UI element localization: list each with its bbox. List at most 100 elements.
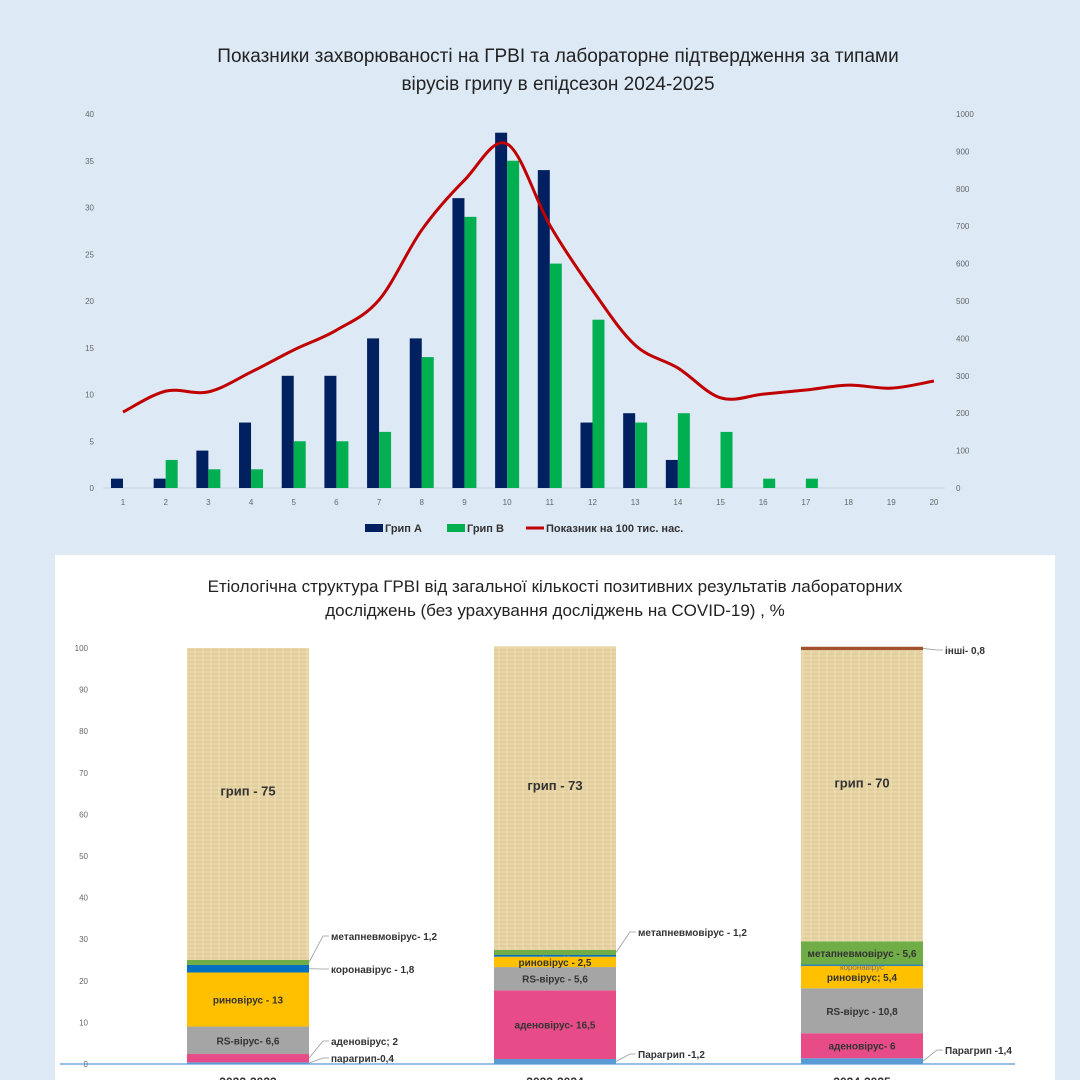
stack-segment-corona bbox=[801, 964, 923, 966]
bar-flu-b bbox=[336, 441, 349, 488]
leader-line bbox=[922, 1049, 943, 1062]
x-tick-label: 17 bbox=[801, 498, 810, 507]
leader-line bbox=[308, 935, 329, 963]
bar-flu-a bbox=[367, 338, 380, 488]
stack-segment-rhino bbox=[801, 965, 923, 989]
segment-label: грип - 70 bbox=[834, 775, 889, 790]
segment-label: грип - 75 bbox=[220, 784, 275, 799]
y-tick-label: 20 bbox=[79, 977, 88, 986]
segment-label: аденовірус- 16,5 bbox=[515, 1021, 596, 1032]
bar-flu-a bbox=[324, 375, 337, 488]
y-tick-label: 30 bbox=[85, 204, 94, 213]
y-tick-label: 60 bbox=[79, 810, 88, 819]
y2-tick-label: 100 bbox=[956, 447, 970, 456]
x-tick-label: 19 bbox=[887, 498, 896, 507]
bar-flu-a bbox=[409, 338, 422, 488]
leader-line bbox=[615, 1053, 636, 1062]
stack-segment-flu bbox=[187, 648, 309, 960]
legend-swatch bbox=[365, 524, 383, 532]
x-tick-label: 8 bbox=[420, 498, 425, 507]
y-tick-label: 30 bbox=[79, 935, 88, 944]
y-tick-label: 100 bbox=[75, 644, 89, 653]
segment-label: коронавірус - 1,8 bbox=[331, 965, 415, 976]
chart1-title-line2: вірусів грипу в епідсезон 2024-2025 bbox=[401, 74, 714, 95]
chart1-title-line1: Показники захворюваності на ГРВІ та лабо… bbox=[217, 46, 898, 67]
segment-label: RS-вірус - 5,6 bbox=[522, 975, 588, 986]
stack-segment-rhino bbox=[494, 956, 616, 968]
segment-label: аденовірус- 6 bbox=[828, 1042, 896, 1053]
segment-label: риновірус; 5,4 bbox=[827, 973, 898, 984]
bar-flu-a bbox=[239, 422, 252, 488]
stack-segment-other bbox=[801, 646, 923, 651]
stack-segment-paraflu bbox=[187, 1062, 309, 1064]
chart2-title-line2: досліджень (без урахування досліджень на… bbox=[325, 601, 785, 620]
y2-tick-label: 600 bbox=[956, 260, 970, 269]
y-tick-label: 0 bbox=[90, 484, 95, 493]
segment-label: метапневмовірус - 5,6 bbox=[808, 949, 917, 960]
segment-label: RS-вірус- 6,6 bbox=[216, 1036, 279, 1047]
segment-label: коронавірус bbox=[840, 963, 884, 972]
stack-segment-metapneumo bbox=[187, 960, 309, 965]
x-tick-label: 9 bbox=[462, 498, 467, 507]
x-tick-label: 20 bbox=[929, 498, 938, 507]
x-tick-label: 16 bbox=[759, 498, 768, 507]
segment-label: інші- 0,8 bbox=[945, 646, 985, 657]
x-tick-label: 5 bbox=[291, 498, 296, 507]
segment-label: парагрип-0,4 bbox=[331, 1054, 394, 1065]
x-tick-label: 2023-2024 bbox=[526, 1075, 584, 1080]
bar-flu-a bbox=[665, 459, 678, 488]
y-tick-label: 50 bbox=[79, 852, 88, 861]
stack-segment-adeno bbox=[801, 1033, 923, 1059]
segment-label: Парагрип -1,2 bbox=[638, 1050, 705, 1061]
stack-segment-metapneumo bbox=[494, 950, 616, 956]
y2-tick-label: 700 bbox=[956, 222, 970, 231]
bar-flu-b bbox=[507, 160, 520, 488]
bar-flu-b bbox=[251, 469, 264, 488]
bar-flu-a bbox=[580, 422, 593, 488]
x-tick-label: 18 bbox=[844, 498, 853, 507]
bar-flu-a bbox=[153, 478, 166, 488]
leader-line bbox=[615, 931, 636, 953]
bar-flu-b bbox=[165, 459, 178, 488]
stack-segment-flu bbox=[494, 646, 616, 951]
y2-tick-label: 300 bbox=[956, 372, 970, 381]
bar-flu-b bbox=[720, 431, 733, 488]
stack-segment-rsv bbox=[187, 1026, 309, 1055]
bar-flu-b bbox=[464, 216, 477, 488]
segment-label: метапневмовірус - 1,2 bbox=[638, 928, 747, 939]
segment-label: Парагрип -1,4 bbox=[945, 1046, 1012, 1057]
y2-tick-label: 800 bbox=[956, 185, 970, 194]
x-tick-label: 7 bbox=[377, 498, 382, 507]
x-tick-label: 6 bbox=[334, 498, 339, 507]
y2-tick-label: 200 bbox=[956, 409, 970, 418]
stack-segment-rsv bbox=[494, 967, 616, 991]
x-tick-label: 15 bbox=[716, 498, 725, 507]
stack-segment-adeno bbox=[494, 990, 616, 1060]
y2-tick-label: 900 bbox=[956, 147, 970, 156]
x-tick-label: 1 bbox=[121, 498, 126, 507]
bar-flu-b bbox=[549, 263, 562, 488]
stack-segment-metapneumo bbox=[801, 941, 923, 965]
bar-flu-b bbox=[592, 319, 605, 488]
y2-tick-label: 400 bbox=[956, 334, 970, 343]
incidence-line bbox=[122, 141, 935, 414]
stack-segment-adeno bbox=[187, 1054, 309, 1063]
y-tick-label: 20 bbox=[85, 297, 94, 306]
bar-flu-b bbox=[421, 357, 434, 488]
bar-flu-a bbox=[623, 413, 636, 488]
bar-flu-a bbox=[452, 198, 465, 488]
bar-flu-a bbox=[495, 132, 508, 488]
stack-segment-paraflu bbox=[801, 1058, 923, 1064]
y-tick-label: 10 bbox=[79, 1018, 88, 1027]
y-tick-label: 5 bbox=[90, 437, 95, 446]
y-tick-label: 40 bbox=[79, 894, 88, 903]
bar-flu-b bbox=[763, 478, 776, 488]
bar-flu-a bbox=[537, 170, 550, 488]
segment-label: метапневмовірус- 1,2 bbox=[331, 932, 438, 943]
leader-line bbox=[922, 648, 943, 651]
y-tick-label: 10 bbox=[85, 391, 94, 400]
bar-flu-b bbox=[208, 469, 221, 488]
y-tick-label: 70 bbox=[79, 769, 88, 778]
stack-segment-paraflu bbox=[494, 1059, 616, 1064]
